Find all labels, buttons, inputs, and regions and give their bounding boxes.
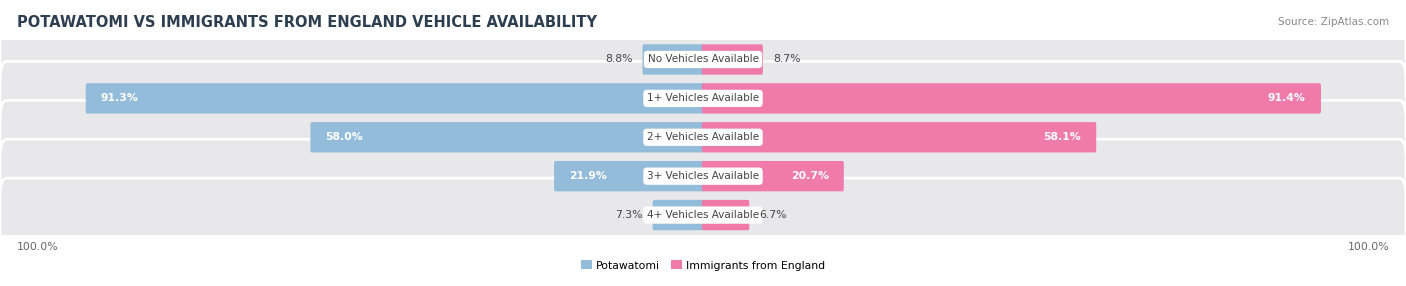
Text: 2+ Vehicles Available: 2+ Vehicles Available — [647, 132, 759, 142]
FancyBboxPatch shape — [0, 61, 1406, 135]
FancyBboxPatch shape — [0, 178, 1406, 252]
Text: No Vehicles Available: No Vehicles Available — [648, 55, 758, 64]
Legend: Potawatomi, Immigrants from England: Potawatomi, Immigrants from England — [576, 256, 830, 275]
FancyBboxPatch shape — [0, 139, 1406, 213]
FancyBboxPatch shape — [702, 44, 763, 75]
Text: 21.9%: 21.9% — [569, 171, 607, 181]
Text: POTAWATOMI VS IMMIGRANTS FROM ENGLAND VEHICLE AVAILABILITY: POTAWATOMI VS IMMIGRANTS FROM ENGLAND VE… — [17, 15, 598, 30]
FancyBboxPatch shape — [702, 122, 1097, 152]
Text: 8.8%: 8.8% — [605, 55, 633, 64]
Text: 20.7%: 20.7% — [790, 171, 828, 181]
FancyBboxPatch shape — [86, 83, 704, 114]
Text: 100.0%: 100.0% — [17, 243, 59, 252]
Text: 8.7%: 8.7% — [773, 55, 800, 64]
FancyBboxPatch shape — [652, 200, 704, 230]
FancyBboxPatch shape — [702, 161, 844, 191]
Text: 58.0%: 58.0% — [326, 132, 363, 142]
Text: 3+ Vehicles Available: 3+ Vehicles Available — [647, 171, 759, 181]
Text: 100.0%: 100.0% — [1347, 243, 1389, 252]
Text: Source: ZipAtlas.com: Source: ZipAtlas.com — [1278, 17, 1389, 27]
FancyBboxPatch shape — [554, 161, 704, 191]
FancyBboxPatch shape — [311, 122, 704, 152]
Text: 7.3%: 7.3% — [614, 210, 643, 220]
Text: 91.4%: 91.4% — [1268, 94, 1306, 103]
FancyBboxPatch shape — [0, 23, 1406, 96]
Text: 91.3%: 91.3% — [101, 94, 139, 103]
Text: 6.7%: 6.7% — [759, 210, 787, 220]
FancyBboxPatch shape — [702, 200, 749, 230]
Text: 4+ Vehicles Available: 4+ Vehicles Available — [647, 210, 759, 220]
FancyBboxPatch shape — [0, 100, 1406, 174]
Text: 1+ Vehicles Available: 1+ Vehicles Available — [647, 94, 759, 103]
FancyBboxPatch shape — [643, 44, 704, 75]
Text: 58.1%: 58.1% — [1043, 132, 1081, 142]
FancyBboxPatch shape — [702, 83, 1322, 114]
